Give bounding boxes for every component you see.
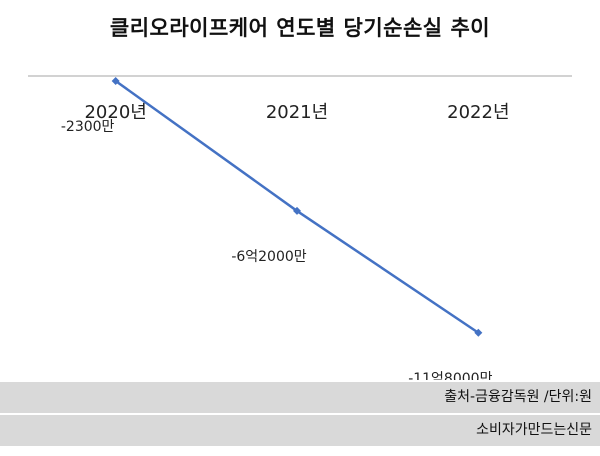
chart-title: 클리오라이프케어 연도별 당기순손실 추이 xyxy=(109,16,491,40)
data-point-marker xyxy=(293,206,301,215)
source-note: 출처-금융감독원 /단위:원 xyxy=(0,382,600,413)
x-tick-label: 2021년 xyxy=(266,102,328,123)
x-tick-label: 2022년 xyxy=(447,102,509,123)
footer-divider xyxy=(0,413,600,415)
data-label: -11억8000만 xyxy=(408,371,492,380)
data-point-marker xyxy=(474,328,483,337)
data-label: -6억2000만 xyxy=(231,249,306,265)
x-tick-labels: 2020년 2021년 2022년 xyxy=(84,102,509,123)
data-label: -2300만 xyxy=(61,119,115,135)
publisher-name: 소비자가만드는신문 xyxy=(0,415,600,446)
line-chart: 2020년 2021년 2022년 -2300만 -6억2000만 -11억8000만 xyxy=(28,75,572,380)
data-point-marker xyxy=(111,77,120,86)
series-markers xyxy=(111,77,483,337)
data-labels: -2300만 -6억2000만 -11억8000만 xyxy=(61,119,493,380)
x-tick-label: 2020년 xyxy=(84,102,146,123)
